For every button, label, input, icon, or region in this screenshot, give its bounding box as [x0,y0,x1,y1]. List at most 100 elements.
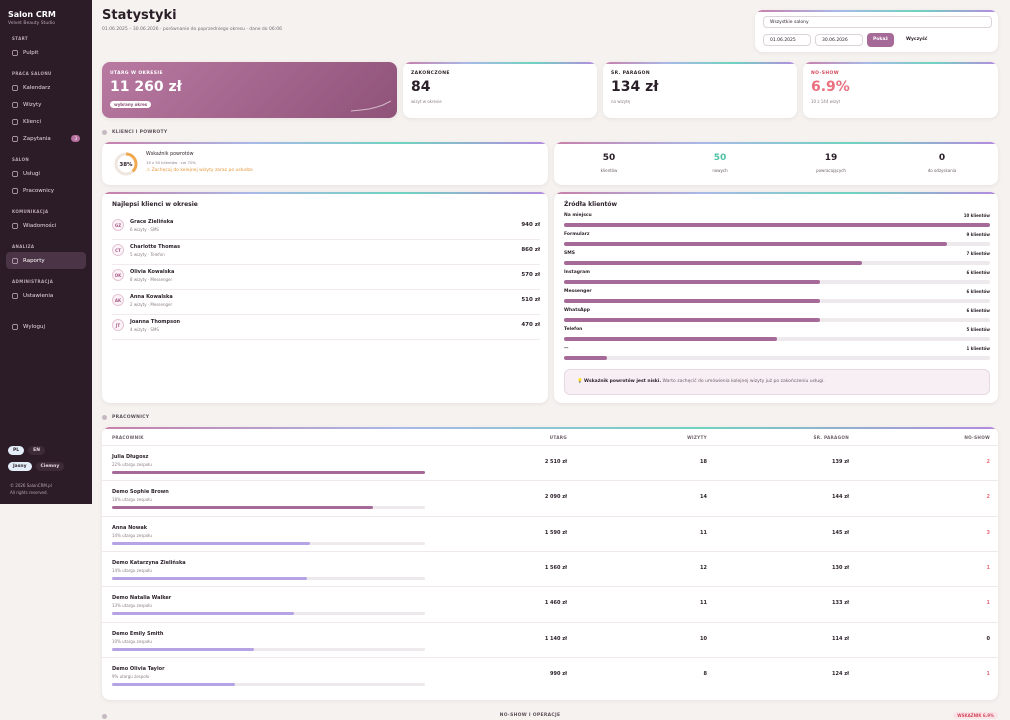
client-row[interactable]: CT Charlotte Thomas 5 wizyty · Telefon 860 … [112,240,540,265]
client-name: Grace Zielińska [130,219,174,225]
sources-card: Źródła klientów Na miejscu 10 klientów Form… [554,192,998,403]
client-meta: 8 wizyty · Messenger [130,277,173,282]
nav-group-title: ADMINISTRACJA [12,279,54,284]
employee-row[interactable]: Demo Natalia Walker 13% utargu zespołu 1 4… [102,586,998,621]
nav-group-title: ANALIZA [12,244,35,249]
nav-icon [12,187,18,194]
nav-item[interactable]: Raporty [6,252,86,269]
nav-item[interactable]: Pulpit [6,44,86,61]
revenue-bar [112,471,425,474]
client-amount: 940 zł [521,222,540,228]
avg-ticket: 114 zł [832,635,849,642]
kpi-label: ZAKOŃCZONE [411,71,450,76]
date-to[interactable]: 30.06.2026 [815,34,863,46]
source-count: 9 klientów [966,232,991,237]
revenue: 1 560 zł [544,564,567,571]
logout[interactable]: Wyloguj [6,318,86,335]
visits: 8 [703,670,707,677]
client-row[interactable]: AK Anna Kowalska 2 wizyty · Messenger 510 z… [112,290,540,315]
revenue: 990 zł [550,670,567,677]
bar-track [564,356,990,360]
source-bar [564,242,948,246]
kpi-note: wizyt w okresie [411,99,442,104]
nav-icon [12,170,18,177]
bar-track [112,541,425,545]
nav-item[interactable]: Pracownicy [6,182,86,199]
no-show: 2 [986,459,990,465]
theme-pill[interactable]: Ciemny [35,462,65,471]
column-header: NO-SHOW [964,435,990,440]
tip-box: 💡 Wskaźnik powrotów jest niski. Warto za… [564,369,990,395]
nav-item[interactable]: Usługi [6,165,86,182]
source-row: Na miejscu 10 klientów [564,213,990,232]
client-row[interactable]: JT Joanna Thompson 4 wizyty · SMS 470 zł [112,315,540,340]
employees-card: PRACOWNIK UTARG WIZYTY ŚR. PARAGON NO-SHOW Ju… [102,427,998,700]
section-text: KLIENCI I POWROTY [112,130,168,135]
no-show: 1 [986,600,990,607]
visits: 14 [700,494,707,501]
bar-track [112,682,425,686]
nav-item[interactable]: Ustawienia [6,287,86,304]
employee-row[interactable]: Demo Katarzyna Zielińska 14% utargu zespo… [102,550,998,586]
ring-arc [114,152,138,176]
revenue: 1 590 zł [544,529,567,536]
section-text: PRACOWNICY [112,415,150,420]
salon-select[interactable]: Wszystkie salony [763,16,992,28]
nav-label: Zapytania [23,135,51,142]
retention-ring: 38% [114,152,138,176]
apply-button[interactable]: Pokaż [867,33,895,47]
employee-name: Demo Katarzyna Zielińska [112,559,186,566]
client-row[interactable]: GZ Grace Zielińska 6 wizyty · SMS 940 zł [112,215,540,240]
nav-label: Wiadomości [23,222,57,229]
nav-label: Wizyty [23,101,42,108]
source-bar [564,261,863,265]
employee-row[interactable]: Demo Emily Smith 10% utargu zespołu 1 140 … [102,621,998,657]
language-pill[interactable]: PL [8,446,25,455]
visits: 11 [700,529,707,536]
nav-item[interactable]: Zapytania 3 [6,130,86,147]
client-stat-value: 50 [713,153,727,163]
bar-track [112,506,425,510]
client-row[interactable]: OK Olivia Kowalska 8 wizyty · Messenger 570… [112,265,540,290]
visits: 11 [700,600,707,607]
employee-row[interactable]: Anna Nowak 14% utargu zespołu 1 590 zł 11 14… [102,515,998,551]
source-count: 6 klientów [966,308,991,313]
brand-subtitle: Velvet Beauty Studio [8,21,56,26]
theme-switch: Jasny Ciemny [8,462,65,471]
client-stat-label: do odzyskania [927,168,957,173]
language-pill[interactable]: EN [28,446,46,455]
source-bar [564,318,820,322]
nav-item[interactable]: Klienci [6,113,86,130]
theme-pill[interactable]: Jasny [8,462,32,471]
avatar: AK [112,294,124,306]
nav-item[interactable]: Wizyty [6,96,86,113]
nav-label: Pracownicy [23,187,55,194]
nav-icon [12,49,18,56]
clear-button[interactable]: Wyczyść [906,37,928,42]
source-row: Telefon 5 klientów [564,327,990,346]
avg-ticket: 124 zł [832,670,849,677]
source-bar [564,337,777,341]
nav-item[interactable]: Wiadomości [6,217,86,234]
nav-item[interactable]: Kalendarz [6,79,86,96]
bar-track [112,576,425,580]
kpi-card: UTARG W OKRESIE 11 260 zł wybrany okres [102,62,397,118]
employee-row[interactable]: Demo Olivia Taylor 9% utargu zespołu 990 z… [102,656,998,692]
revenue-bar [112,506,373,510]
kpi-card: ZAKOŃCZONE 84 wizyt w okresie [403,62,597,118]
source-bar [564,280,820,284]
avg-ticket: 145 zł [832,529,849,536]
client-amount: 570 zł [521,272,540,278]
employee-row[interactable]: Julia Długosz 22% utargu zespołu 2 510 zł 1… [102,445,998,480]
employee-row[interactable]: Demo Sophie Brown 18% utargu zespołu 2 090… [102,480,998,515]
filter-card: Wszystkie salony 01.06.2025 30.06.2026 Poka… [755,10,998,52]
client-meta: 4 wizyty · SMS [130,327,159,332]
nav-icon [12,222,18,229]
client-stats-card: 50 klientów 50 nowych 19 powracających 0 do odz… [554,142,998,185]
brand: Salon CRM [8,10,56,19]
date-from[interactable]: 01.06.2025 [763,34,811,46]
source-row: Instagram 6 klientów [564,270,990,289]
nav-icon [12,323,18,330]
bar-track [564,242,990,246]
source-row: SMS 7 klientów [564,251,990,270]
